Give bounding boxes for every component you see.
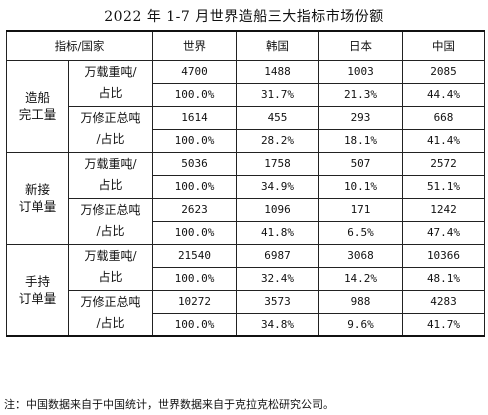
value-cell: 3068: [318, 243, 403, 268]
table-row: 100.0% 32.4% 14.2% 48.1%: [7, 266, 485, 291]
value-cell: 1488: [236, 59, 319, 84]
value-cell: 507: [318, 151, 403, 176]
table-row: 造船 完工量 万载重吨/ 占比 4700 1488 1003 2085: [6, 59, 485, 153]
share-cell: 32.4%: [236, 266, 319, 291]
table-row: 万修正总吨 /占比 2623 1096 171 1242: [7, 197, 485, 245]
share-cell: 21.3%: [318, 82, 403, 107]
category-cell: 手持 订单量: [6, 243, 69, 337]
share-cell: 100.0%: [152, 128, 237, 153]
metric-label: 万修正总吨: [80, 111, 141, 125]
table-row: 新接 订单量 万载重吨/ 占比 5036 1758 507 2572: [6, 151, 485, 245]
share-cell: 34.8%: [236, 312, 319, 337]
table-row: 100.0% 28.2% 18.1% 41.4%: [7, 128, 485, 153]
category-label: 完工量: [18, 107, 57, 122]
metric-cell: 万载重吨/ 占比: [68, 59, 153, 107]
table-row: 100.0% 34.9% 10.1% 51.1%: [7, 174, 485, 199]
source-note: 注：中国数据来自于中国统计，世界数据来自于克拉克松研究公司。: [4, 398, 334, 411]
share-cell: 10.1%: [318, 174, 403, 199]
value-cell: 4283: [402, 289, 485, 314]
metric-cell: 万修正总吨 /占比: [68, 197, 153, 245]
category-label: 订单量: [18, 290, 57, 306]
table-row: 100.0% 31.7% 21.3% 44.4%: [7, 82, 485, 107]
value-cell: 1614: [152, 105, 237, 130]
share-cell: 34.9%: [236, 174, 319, 199]
metric-label: /占比: [96, 132, 125, 146]
value-cell: 5036: [152, 151, 237, 176]
category-label: 订单量: [18, 199, 57, 214]
metric-label: 万载重吨/: [84, 249, 137, 263]
metric-label: 占比: [98, 86, 123, 100]
table-row: 万修正总吨 /占比 10272 3573 988 4283: [7, 289, 485, 337]
share-cell: 41.4%: [402, 128, 485, 153]
share-cell: 44.4%: [402, 82, 485, 107]
value-cell: 4700: [152, 59, 237, 84]
share-cell: 14.2%: [318, 266, 403, 291]
share-cell: 31.7%: [236, 82, 319, 107]
header-row: 指标/国家 世界 韩国 日本 中国: [6, 30, 485, 61]
value-cell: 6987: [236, 243, 319, 268]
header-label: 指标/国家: [6, 30, 153, 61]
category-label: 手持: [24, 273, 50, 289]
share-cell: 41.8%: [236, 220, 319, 245]
value-cell: 1242: [402, 197, 485, 222]
share-cell: 18.1%: [318, 128, 403, 153]
value-cell: 10272: [152, 289, 237, 314]
value-cell: 455: [236, 105, 319, 130]
value-cell: 3573: [236, 289, 319, 314]
header-col-korea: 韩国: [236, 30, 319, 61]
category-cell: 新接 订单量: [6, 151, 69, 245]
value-cell: 668: [402, 105, 485, 130]
share-cell: 100.0%: [152, 312, 237, 337]
metric-cell: 万载重吨/ 占比: [68, 243, 153, 291]
value-cell: 2572: [402, 151, 485, 176]
table-title: 2022 年 1-7 月世界造船三大指标市场份额: [104, 9, 384, 25]
metric-label: 万载重吨/: [84, 65, 137, 79]
value-cell: 293: [318, 105, 403, 130]
share-cell: 51.1%: [402, 174, 485, 199]
value-cell: 988: [318, 289, 403, 314]
metric-label: 占比: [98, 178, 123, 192]
metric-label: /占比: [96, 315, 125, 330]
value-cell: 1758: [236, 151, 319, 176]
table-row: 100.0% 41.8% 6.5% 47.4%: [7, 220, 485, 245]
header-col-world: 世界: [152, 30, 237, 61]
value-cell: 21540: [152, 243, 237, 268]
value-cell: 1003: [318, 59, 403, 84]
metric-label: 万修正总吨: [80, 203, 141, 217]
share-cell: 28.2%: [236, 128, 319, 153]
metric-label: 万修正总吨: [80, 294, 141, 309]
value-cell: 2623: [152, 197, 237, 222]
category-cell: 造船 完工量: [6, 59, 69, 153]
value-cell: 2085: [402, 59, 485, 84]
share-cell: 100.0%: [152, 174, 237, 199]
metric-cell: 万修正总吨 /占比: [68, 289, 153, 337]
share-cell: 100.0%: [152, 82, 237, 107]
share-cell: 48.1%: [402, 266, 485, 291]
market-share-table: 指标/国家 世界 韩国 日本 中国 造船 完工量 万载重吨/ 占比 4700 1…: [6, 30, 485, 337]
category-label: 新接: [24, 182, 50, 197]
metric-label: /占比: [96, 224, 125, 238]
share-cell: 47.4%: [402, 220, 485, 245]
value-cell: 10366: [402, 243, 485, 268]
table-row: 万修正总吨 /占比 1614 455 293 668: [7, 105, 485, 153]
metric-label: 万载重吨/: [84, 157, 137, 171]
share-cell: 9.6%: [318, 312, 403, 337]
category-label: 造船: [24, 90, 50, 105]
metric-label: 占比: [98, 270, 123, 284]
metric-cell: 万修正总吨 /占比: [68, 105, 153, 153]
share-cell: 100.0%: [152, 220, 237, 245]
share-cell: 100.0%: [152, 266, 237, 291]
table-row: 手持 订单量 万载重吨/ 占比 21540 6987 3068 10366: [6, 243, 485, 337]
value-cell: 171: [318, 197, 403, 222]
share-cell: 6.5%: [318, 220, 403, 245]
table-row: 100.0% 34.8% 9.6% 41.7%: [7, 312, 485, 337]
share-cell: 41.7%: [402, 312, 485, 337]
metric-cell: 万载重吨/ 占比: [68, 151, 153, 199]
value-cell: 1096: [236, 197, 319, 222]
header-col-japan: 日本: [318, 30, 403, 61]
header-col-china: 中国: [402, 30, 485, 61]
